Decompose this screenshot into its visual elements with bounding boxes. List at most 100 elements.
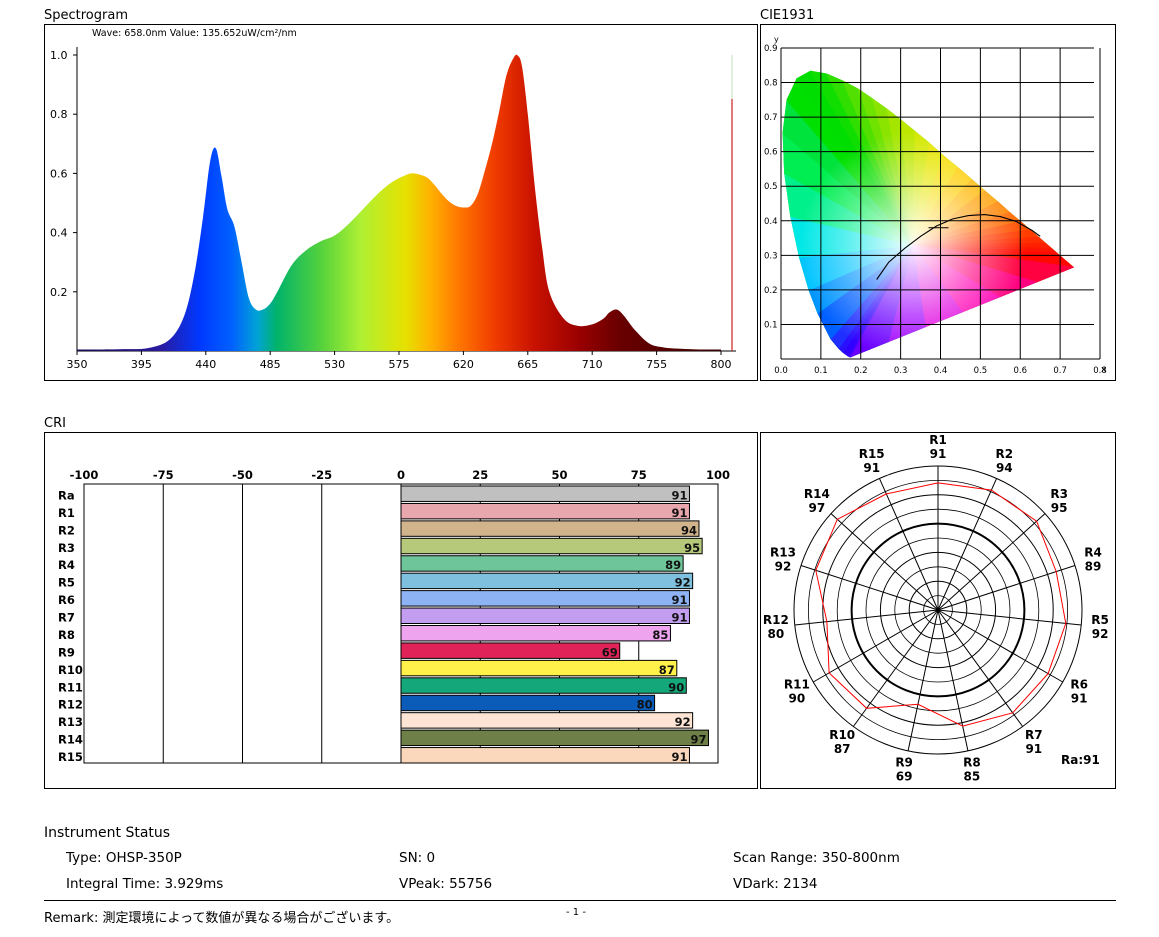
spectrogram-y-tick-label: 0.8	[50, 108, 68, 121]
polar-label: R9	[895, 755, 913, 769]
status-sn: SN: 0	[399, 850, 436, 866]
cie-x-tick-label: 0.3	[894, 366, 908, 376]
cie-x-tick-label: 0.5	[974, 366, 988, 376]
polar-value: 95	[1051, 501, 1068, 515]
polar-value: 85	[964, 769, 981, 783]
cri-bar-value-label: 92	[675, 715, 691, 729]
spectrogram-x-tick-label: 665	[517, 358, 538, 371]
cri-bar	[400, 520, 700, 537]
cri-axis-tick-label: -75	[153, 468, 174, 482]
spectrogram-x-tick-label: 800	[711, 358, 732, 371]
polar-label: R8	[963, 755, 981, 769]
polar-spoke	[937, 609, 969, 751]
cri-panel: -100 -75 -50 -25 0 25 50 75 100 Ra 91 R1 91 R2 94 R3 95 R…	[44, 432, 758, 789]
cri-bar-value-label: 85	[652, 628, 668, 642]
polar-value: 92	[1092, 627, 1109, 641]
status-vpeak: VPeak: 55756	[399, 876, 493, 892]
polar-spoke	[878, 478, 939, 611]
cri-row-label: R13	[58, 715, 83, 729]
cie-x-tick-label: 0.2	[854, 366, 868, 376]
cri-bar-value-label: 97	[690, 733, 706, 747]
cie-chart: 0.0 0.1 0.2 0.3 0.4 0.5 0.6 0.7 0.8 0.9 0.8 0.7 0.6 0…	[764, 35, 1107, 376]
polar-value: 92	[775, 560, 792, 574]
polar-label: R1	[929, 433, 947, 447]
spectrogram-x-tick-label: 575	[389, 358, 410, 371]
spectrogram-x-tick-label: 755	[646, 358, 667, 371]
polar-spoke	[813, 609, 939, 683]
cri-axis-tick-label: 0	[397, 468, 405, 482]
spectrogram-y-tick-label: 0.6	[50, 167, 68, 180]
status-scan-range: Scan Range: 350-800nm	[733, 850, 900, 866]
polar-value: 91	[1025, 742, 1042, 756]
remark-text: Remark: 測定環境によって数値が異なる場合がございます。	[44, 911, 400, 926]
cri-bar-chart: -100 -75 -50 -25 0 25 50 75 100 Ra 91 R1 91 R2 94 R3 95 R…	[58, 468, 730, 764]
ra-value-label: Ra:91	[1061, 753, 1100, 767]
polar-value: 91	[930, 447, 947, 461]
cri-bar	[400, 502, 690, 520]
cri-polar-panel: Ra:91 R1 91 R2 94 R3 95 R4 89 R5 92 R6 91 R7 91 R8 85 R9…	[760, 432, 1116, 789]
polar-label: R7	[1025, 728, 1043, 742]
cri-bar	[400, 590, 690, 607]
spectrogram-chart: 1.0 0.8 0.6 0.4 0.2 350 395 440 485 530 575 620 665 7…	[50, 28, 736, 371]
planckian-locus	[876, 214, 1041, 280]
spectrogram-x-tick-label: 620	[453, 358, 474, 371]
cri-bar	[400, 607, 690, 624]
cri-bar-value-label: 92	[675, 576, 691, 590]
cie-y-tick-label: 0.4	[764, 217, 778, 227]
polar-spoke	[937, 609, 1024, 727]
spectrogram-y-tick-label: 0.2	[50, 286, 68, 299]
cri-bar-value-label: 91	[671, 611, 687, 625]
spectrogram-y-tick-label: 1.0	[50, 49, 68, 62]
cie-x-tick-label: 0.4	[934, 366, 948, 376]
cri-bar	[400, 712, 694, 729]
spectrogram-axes: 1.0 0.8 0.6 0.4 0.2 350 395 440 485 530 575 620 665 7…	[50, 47, 736, 371]
cri-bar-value-label: 89	[665, 558, 681, 572]
polar-spoke	[852, 609, 939, 727]
spectrogram-x-tick-label: 710	[582, 358, 603, 371]
page-number: - 1 -	[566, 907, 586, 918]
cri-bar	[400, 572, 694, 590]
polar-spoke	[830, 513, 939, 611]
cri-axis-tick-label: 50	[551, 468, 567, 482]
cie-y-axis-label: y	[774, 35, 779, 44]
spectrogram-x-tick-label: 530	[324, 358, 345, 371]
cri-row-label: R2	[58, 523, 75, 537]
polar-label: R14	[804, 487, 830, 501]
cri-bar-value-label: 91	[671, 506, 687, 520]
polar-label: R6	[1070, 678, 1088, 692]
polar-label: R12	[763, 613, 789, 627]
polar-spoke	[937, 609, 1063, 683]
cri-bar	[400, 729, 709, 747]
status-integral-time: Integral Time: 3.929ms	[66, 876, 224, 892]
cri-row-label: Ra	[58, 488, 75, 502]
cri-bar-value-label: 91	[671, 488, 687, 502]
cie-y-tick-label: 0.5	[764, 182, 778, 192]
cri-axis-tick-label: 100	[706, 468, 730, 482]
cri-title: CRI	[44, 416, 66, 431]
spectrogram-y-tick-label: 0.4	[50, 227, 68, 240]
cie-y-tick-label: 0.8	[764, 79, 778, 89]
cri-row-label: R4	[58, 558, 75, 572]
status-title: Instrument Status	[44, 825, 171, 841]
cri-row-label: R9	[58, 645, 75, 659]
cri-bar	[400, 537, 703, 555]
cie-grid: 0.0 0.1 0.2 0.3 0.4 0.5 0.6 0.7 0.8 0.9 0.8 0.7 0.6 0…	[764, 44, 1107, 376]
spectrogram-panel: 1.0 0.8 0.6 0.4 0.2 350 395 440 485 530 575 620 665 7…	[44, 24, 758, 381]
cie-y-tick-label: 0.3	[764, 251, 778, 261]
polar-label: R15	[859, 447, 885, 461]
polar-value: 89	[1085, 560, 1102, 574]
cri-bar-value-label: 91	[671, 750, 687, 764]
cri-row-label: R7	[58, 611, 75, 625]
cri-polar-series	[815, 482, 1067, 727]
cri-axis-tick-label: 75	[631, 468, 647, 482]
cri-axis-tick-label: -25	[311, 468, 332, 482]
cie-x-tick-label: 0.6	[1013, 366, 1027, 376]
cie-y-tick-label: 0.7	[764, 113, 778, 123]
cie-x-tick-label: 0.7	[1053, 366, 1067, 376]
polar-value: 94	[996, 461, 1013, 475]
cie-title: CIE1931	[760, 8, 815, 23]
polar-spoke	[907, 609, 939, 751]
cri-row-label: R6	[58, 593, 75, 607]
polar-value: 80	[768, 627, 785, 641]
